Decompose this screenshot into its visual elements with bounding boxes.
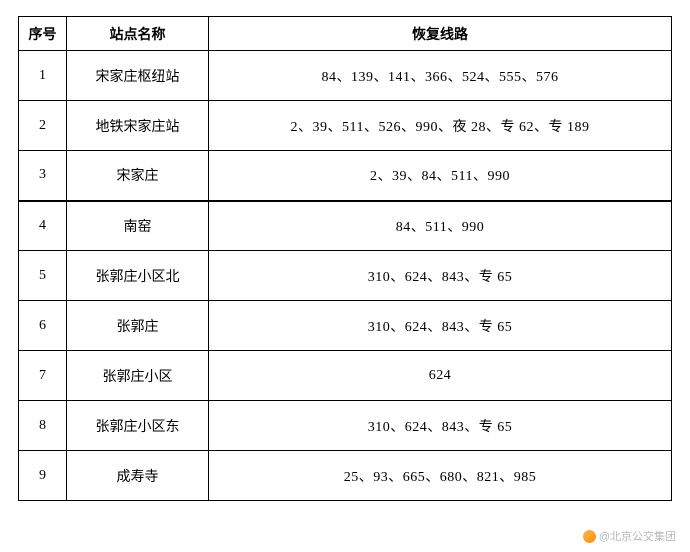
weibo-icon bbox=[583, 530, 596, 543]
cell-station: 成寿寺 bbox=[67, 451, 209, 501]
cell-station: 南窑 bbox=[67, 201, 209, 251]
table-header-row: 序号 站点名称 恢复线路 bbox=[19, 17, 672, 51]
cell-station: 宋家庄枢纽站 bbox=[67, 51, 209, 101]
cell-routes: 84、139、141、366、524、555、576 bbox=[209, 51, 672, 101]
table-row: 5张郭庄小区北310、624、843、专 65 bbox=[19, 251, 672, 301]
cell-routes: 84、511、990 bbox=[209, 201, 672, 251]
table-row: 4南窑84、511、990 bbox=[19, 201, 672, 251]
cell-station: 张郭庄小区北 bbox=[67, 251, 209, 301]
table-row: 8张郭庄小区东310、624、843、专 65 bbox=[19, 401, 672, 451]
cell-station: 地铁宋家庄站 bbox=[67, 101, 209, 151]
cell-station: 张郭庄 bbox=[67, 301, 209, 351]
table-row: 3宋家庄2、39、84、511、990 bbox=[19, 151, 672, 201]
cell-index: 6 bbox=[19, 301, 67, 351]
header-station: 站点名称 bbox=[67, 17, 209, 51]
table-row: 1宋家庄枢纽站84、139、141、366、524、555、576 bbox=[19, 51, 672, 101]
cell-index: 3 bbox=[19, 151, 67, 201]
cell-routes: 624 bbox=[209, 351, 672, 401]
cell-index: 2 bbox=[19, 101, 67, 151]
cell-station: 张郭庄小区东 bbox=[67, 401, 209, 451]
cell-index: 7 bbox=[19, 351, 67, 401]
cell-station: 宋家庄 bbox=[67, 151, 209, 201]
table-row: 6张郭庄310、624、843、专 65 bbox=[19, 301, 672, 351]
bus-routes-table: 序号 站点名称 恢复线路 1宋家庄枢纽站84、139、141、366、524、5… bbox=[18, 16, 672, 501]
cell-routes: 25、93、665、680、821、985 bbox=[209, 451, 672, 501]
cell-index: 4 bbox=[19, 201, 67, 251]
cell-routes: 2、39、511、526、990、夜 28、专 62、专 189 bbox=[209, 101, 672, 151]
cell-index: 9 bbox=[19, 451, 67, 501]
header-routes: 恢复线路 bbox=[209, 17, 672, 51]
table-row: 9成寿寺25、93、665、680、821、985 bbox=[19, 451, 672, 501]
table-body: 1宋家庄枢纽站84、139、141、366、524、555、5762地铁宋家庄站… bbox=[19, 51, 672, 501]
cell-routes: 310、624、843、专 65 bbox=[209, 401, 672, 451]
cell-index: 5 bbox=[19, 251, 67, 301]
cell-station: 张郭庄小区 bbox=[67, 351, 209, 401]
table-container: 序号 站点名称 恢复线路 1宋家庄枢纽站84、139、141、366、524、5… bbox=[0, 0, 690, 501]
cell-index: 8 bbox=[19, 401, 67, 451]
watermark-text: @北京公交集团 bbox=[599, 528, 676, 544]
cell-routes: 310、624、843、专 65 bbox=[209, 301, 672, 351]
cell-index: 1 bbox=[19, 51, 67, 101]
table-row: 2地铁宋家庄站2、39、511、526、990、夜 28、专 62、专 189 bbox=[19, 101, 672, 151]
watermark: @北京公交集团 bbox=[583, 528, 676, 544]
header-index: 序号 bbox=[19, 17, 67, 51]
cell-routes: 2、39、84、511、990 bbox=[209, 151, 672, 201]
table-row: 7张郭庄小区624 bbox=[19, 351, 672, 401]
cell-routes: 310、624、843、专 65 bbox=[209, 251, 672, 301]
